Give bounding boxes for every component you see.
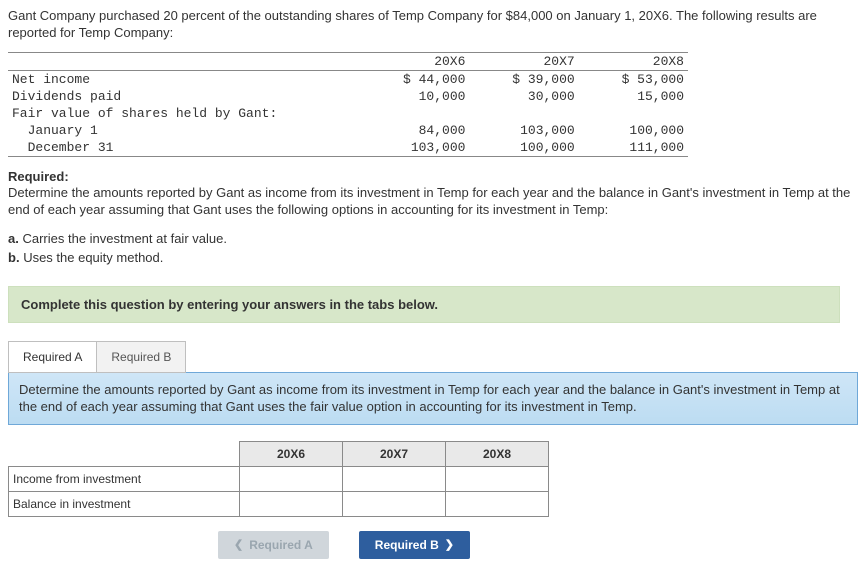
row-label: Net income <box>8 70 360 88</box>
tab-required-b[interactable]: Required B <box>96 341 186 373</box>
answer-input-table: 20X6 20X7 20X8 Income from investment Ba… <box>8 441 549 517</box>
col-header: 20X8 <box>446 441 549 466</box>
chevron-left-icon: ❮ <box>234 538 243 551</box>
next-button[interactable]: Required B ❯ <box>359 531 470 559</box>
required-text: Determine the amounts reported by Gant a… <box>8 184 852 219</box>
answer-cell[interactable] <box>343 466 446 491</box>
answer-row-label: Income from investment <box>9 466 240 491</box>
answer-cell[interactable] <box>446 491 549 516</box>
answer-cell[interactable] <box>446 466 549 491</box>
row-label: January 1 <box>8 122 360 139</box>
row-label: Fair value of shares held by Gant: <box>8 105 360 122</box>
prev-button: ❮ Required A <box>218 531 329 559</box>
tab-panel-prompt: Determine the amounts reported by Gant a… <box>8 372 858 425</box>
chevron-right-icon: ❯ <box>445 538 454 551</box>
financial-data-table: 20X6 20X7 20X8 Net income $ 44,000 $ 39,… <box>8 52 688 157</box>
required-heading: Required: <box>8 169 852 184</box>
col-header: 20X6 <box>240 441 343 466</box>
answer-row-label: Balance in investment <box>9 491 240 516</box>
tabs: Required A Required B <box>8 341 852 373</box>
options-list: a. Carries the investment at fair value.… <box>8 229 852 268</box>
answer-cell[interactable] <box>343 491 446 516</box>
row-label: December 31 <box>8 139 360 157</box>
answer-cell[interactable] <box>240 491 343 516</box>
problem-intro: Gant Company purchased 20 percent of the… <box>8 8 852 42</box>
col-header: 20X7 <box>343 441 446 466</box>
tab-required-a[interactable]: Required A <box>8 341 97 373</box>
instruction-banner: Complete this question by entering your … <box>8 286 840 323</box>
row-label: Dividends paid <box>8 88 360 105</box>
answer-cell[interactable] <box>240 466 343 491</box>
